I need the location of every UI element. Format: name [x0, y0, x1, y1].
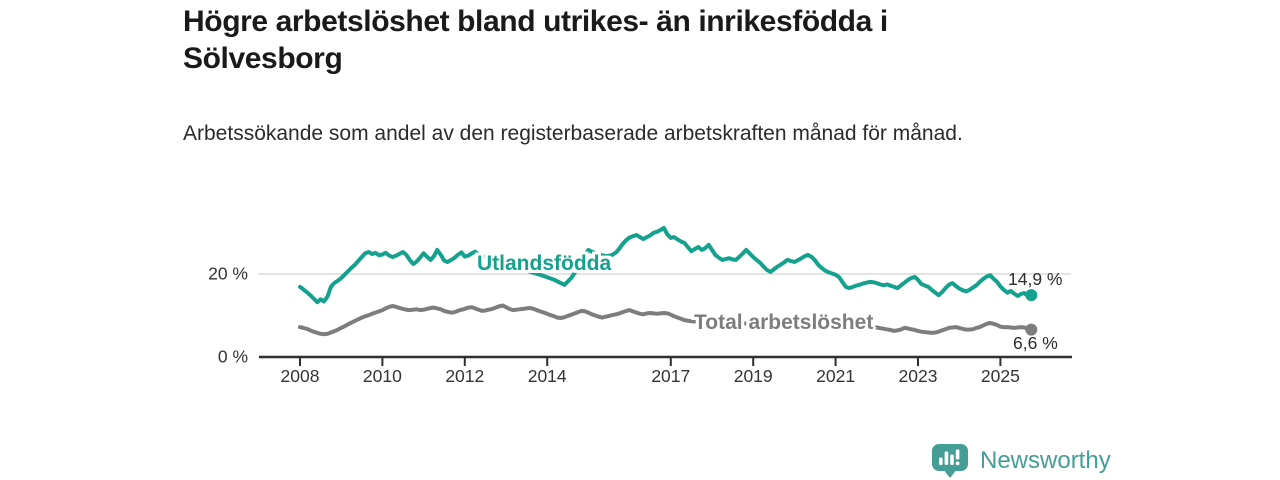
- series-label-utlandsfodda: Utlandsfödda: [477, 252, 612, 275]
- logo-bar-medium: [950, 454, 954, 465]
- chart-title: Högre arbetslöshet bland utrikes- än inr…: [183, 5, 888, 75]
- chart-subtitle: Arbetssökande som andel av den registerb…: [183, 122, 963, 145]
- end-value-label-total: 6,6 %: [1013, 333, 1058, 353]
- x-tick-label-2008: 2008: [280, 366, 320, 386]
- x-tick-label-2023: 2023: [898, 366, 938, 386]
- x-tick-label-2012: 2012: [445, 366, 485, 386]
- end-value-label-utlandsfodda: 14,9 %: [1008, 269, 1063, 289]
- end-dot-1: [1025, 323, 1038, 336]
- logo-bar-tall: [944, 451, 949, 465]
- newsworthy-logo[interactable]: Newsworthy: [932, 444, 1111, 478]
- x-tick-label-2019: 2019: [733, 366, 773, 386]
- y-tick-label-0: 0 %: [217, 346, 248, 367]
- newsworthy-logo-text: Newsworthy: [980, 447, 1111, 474]
- x-tick-label-2017: 2017: [651, 366, 691, 386]
- x-tick-label-2025: 2025: [980, 366, 1020, 386]
- series-label-total-arbetsloshet: Total arbetslöshet: [694, 311, 874, 334]
- series-line-0: [298, 225, 1034, 305]
- y-tick-label-20: 20 %: [208, 263, 248, 284]
- newsworthy-logo-icon: [932, 444, 968, 478]
- logo-exclamation-bar: [955, 449, 960, 460]
- x-tick-label-2021: 2021: [816, 366, 856, 386]
- logo-bar-short: [939, 457, 943, 465]
- end-dot-0: [1025, 289, 1038, 302]
- series-line-1: [298, 303, 1034, 337]
- logo-exclamation-dot: [955, 461, 960, 466]
- x-tick-label-2014: 2014: [527, 366, 567, 386]
- x-tick-label-2010: 2010: [362, 366, 402, 386]
